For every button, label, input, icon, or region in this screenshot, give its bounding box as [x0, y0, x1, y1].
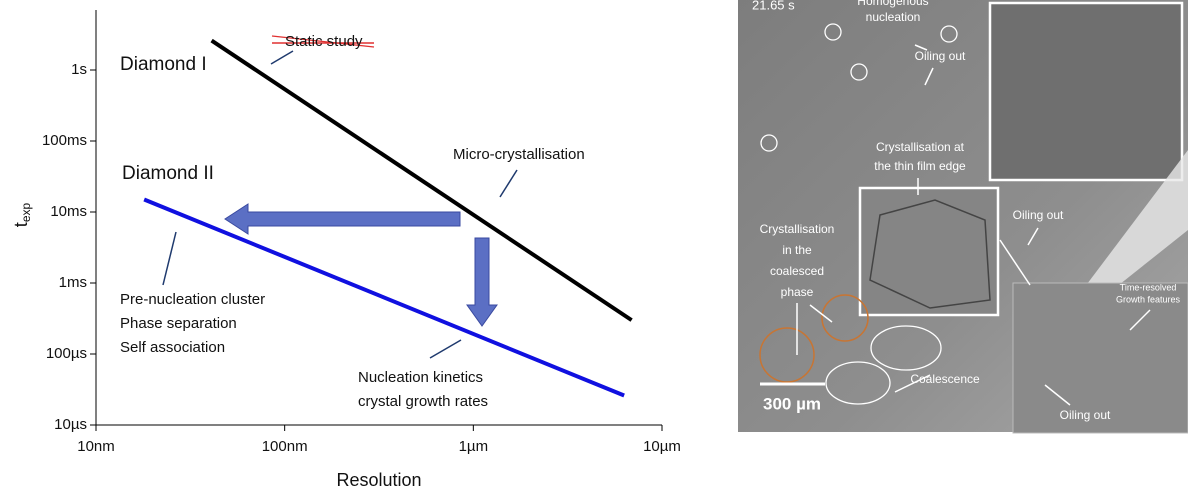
- y-tick-label: 1ms: [59, 274, 87, 291]
- x-tick-label: 10nm: [77, 438, 115, 455]
- micrograph-label: Time-resolved: [1120, 282, 1177, 292]
- figure: Resolution texp 10nm 100nm 1µm 10µm 10µs 100µ…: [0, 0, 1188, 493]
- annotation: Micro-crystallisation: [453, 146, 585, 163]
- page: {"chart_data": {"type": "line", "xlabel"…: [0, 0, 1188, 493]
- annotation: Nucleation kinetics: [358, 369, 483, 386]
- down-arrow: [467, 238, 497, 326]
- micrograph-label: Homogenous: [857, 0, 928, 8]
- x-tick-label: 1µm: [459, 438, 488, 455]
- y-tick-label: 1s: [71, 61, 87, 78]
- crystal-box: [860, 188, 998, 315]
- micrograph-label: Oiling out: [1013, 208, 1064, 222]
- left-arrow: [225, 204, 460, 234]
- micrograph-label: phase: [781, 285, 814, 299]
- micrograph-label: Coalescence: [910, 372, 980, 386]
- leader: [163, 232, 176, 285]
- annotation: Static study: [285, 33, 363, 50]
- annotation: Self association: [120, 339, 225, 356]
- leaders: [163, 51, 517, 358]
- annotation: Pre-nucleation cluster: [120, 291, 265, 308]
- y-tick-label: 100µs: [46, 345, 87, 362]
- series-name: Diamond II: [122, 163, 214, 184]
- micrograph-label: Crystallisation: [760, 222, 835, 236]
- y-tick-label: 10ms: [50, 203, 87, 220]
- annotation: crystal growth rates: [358, 393, 488, 410]
- leader: [430, 340, 461, 358]
- y-axis-label: texp: [11, 202, 33, 227]
- micrograph-label: Oiling out: [1060, 408, 1111, 422]
- leader: [271, 51, 293, 64]
- micrograph-label: coalesced: [770, 264, 824, 278]
- x-axis-label: Resolution: [336, 470, 421, 490]
- scale-bar-label: 300 µm: [763, 394, 821, 413]
- series-line: [212, 41, 632, 321]
- x-tick-label: 10µm: [643, 438, 681, 455]
- micrograph-label: Crystallisation at: [876, 140, 965, 154]
- x-tick-label: 100nm: [262, 438, 308, 455]
- arrows: [225, 204, 497, 326]
- micrograph-label: in the: [782, 243, 812, 257]
- micrograph-label: Growth features: [1116, 294, 1181, 304]
- leader: [500, 170, 517, 197]
- y-tick-label: 10µs: [54, 416, 87, 433]
- micrograph-label: nucleation: [866, 10, 921, 24]
- series-name: Diamond I: [120, 54, 207, 75]
- y-label-sub: exp: [19, 202, 33, 222]
- inset-box: [990, 3, 1182, 180]
- micrograph-label: the thin film edge: [874, 159, 966, 173]
- timestamp: 21.65 s: [752, 0, 795, 12]
- annotation: Phase separation: [120, 315, 237, 332]
- micrograph-label: Oiling out: [915, 49, 966, 63]
- y-tick-label: 100ms: [42, 132, 87, 149]
